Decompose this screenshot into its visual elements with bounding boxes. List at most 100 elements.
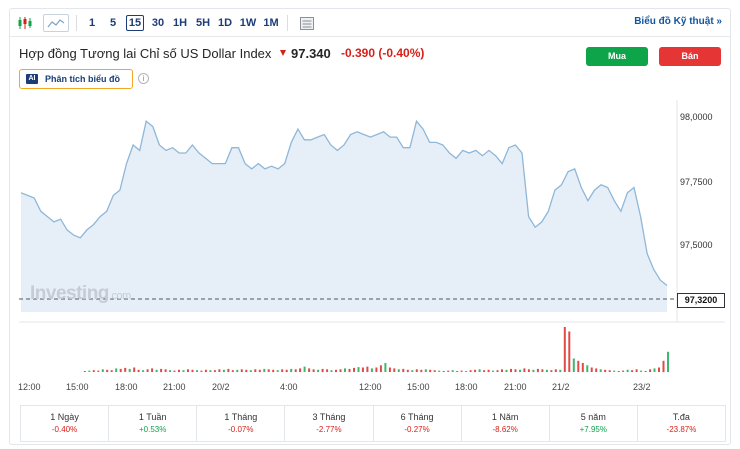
volume-bar: [236, 369, 239, 373]
volume-bar: [348, 368, 351, 373]
perf-value: -8.62%: [492, 425, 518, 434]
perf-6-month[interactable]: 6 Tháng -0.27%: [374, 406, 462, 441]
perf-5-year[interactable]: 5 năm +7.95%: [550, 406, 638, 441]
perf-1-month[interactable]: 1 Tháng -0.07%: [197, 406, 286, 441]
volume-bar: [142, 370, 145, 372]
ai-chart-analysis-button[interactable]: AI Phân tích biểu đồ: [19, 69, 133, 89]
volume-bar: [649, 369, 652, 372]
volume-bar: [249, 370, 252, 372]
perf-value: -0.40%: [51, 425, 78, 434]
perf-1-year[interactable]: 1 Năm -8.62%: [462, 406, 550, 441]
volume-bar: [213, 370, 216, 372]
volume-bar: [586, 365, 589, 373]
perf-1-week[interactable]: 1 Tuần +0.53%: [109, 406, 198, 441]
perf-label: T.đa: [672, 412, 690, 422]
volume-bar: [151, 368, 154, 372]
chart-widget: 1 5 15 30 1H 5H 1D 1W 1M Biểu đồ Kỹ thuậ…: [9, 8, 731, 445]
perf-max[interactable]: T.đa -23.87%: [638, 406, 725, 441]
volume-bar: [501, 369, 503, 372]
volume-bar: [160, 368, 163, 373]
volume-bar: [200, 370, 203, 372]
volume-bar: [361, 367, 364, 372]
perf-label: 6 Tháng: [400, 412, 434, 422]
volume-bar: [433, 370, 436, 372]
last-price-marker: 97,3200: [677, 293, 725, 308]
volume-bar: [357, 367, 360, 373]
price-chart[interactable]: [19, 100, 725, 392]
timeframe-1m[interactable]: 1M: [263, 17, 279, 29]
candlestick-icon[interactable]: [14, 14, 36, 32]
timeframe-1d[interactable]: 1D: [217, 17, 233, 29]
volume-bar: [110, 370, 113, 372]
volume-bar: [402, 368, 405, 373]
timeframe-1w[interactable]: 1W: [239, 17, 257, 29]
timeframe-30[interactable]: 30: [151, 17, 165, 29]
perf-1-day[interactable]: 1 Ngày -0.40%: [21, 406, 110, 441]
timeframe-15[interactable]: 15: [126, 15, 144, 31]
last-price: 97.340: [291, 46, 331, 61]
volume-bar: [662, 360, 665, 373]
x-tick-label: 12:00: [18, 382, 41, 392]
price-line: [20, 119, 668, 287]
volume-bar: [478, 369, 481, 372]
volume-bar: [384, 363, 387, 372]
volume-bar: [438, 370, 441, 372]
volume-bar: [420, 369, 423, 373]
volume-bar: [370, 368, 373, 372]
volume-bar: [510, 368, 512, 373]
volume-bar: [577, 360, 580, 373]
sell-button[interactable]: Bán: [659, 47, 721, 66]
volume-bar: [581, 363, 584, 372]
toolbar-divider: [287, 15, 288, 31]
perf-label: 5 năm: [580, 412, 606, 422]
info-icon[interactable]: i: [138, 73, 149, 84]
perf-value: -0.07%: [228, 425, 254, 434]
perf-value: -23.87%: [666, 425, 697, 434]
timeframe-1h[interactable]: 1H: [172, 17, 188, 29]
x-tick-label: 15:00: [66, 382, 89, 392]
volume-bar: [353, 367, 355, 372]
volume-bar: [173, 370, 176, 372]
volume-bar: [496, 370, 499, 372]
buy-button[interactable]: Mua: [586, 47, 648, 66]
volume-bar: [415, 369, 418, 372]
timeframe-5[interactable]: 5: [109, 17, 117, 29]
price-change: -0.390 (-0.40%): [341, 46, 425, 60]
volume-bar: [572, 358, 575, 372]
volume-bar: [519, 369, 521, 373]
volume-bar: [187, 369, 189, 372]
volume-bar: [536, 368, 539, 373]
volume-bar: [182, 370, 185, 372]
x-tick-label: 23/2: [633, 382, 651, 392]
perf-value: -2.77%: [316, 425, 342, 434]
price-down-icon: [280, 50, 286, 56]
y-tick-label: 97,7500: [680, 177, 713, 187]
technical-chart-link[interactable]: Biểu đồ Kỹ thuật »: [634, 16, 722, 27]
volume-bar: [456, 371, 459, 372]
timeframe-5h[interactable]: 5H: [195, 17, 211, 29]
volume-bar: [164, 369, 167, 372]
perf-3-month[interactable]: 3 Tháng -2.77%: [285, 406, 374, 441]
volume-bar: [133, 367, 136, 372]
volume-bar: [303, 366, 306, 372]
perf-label: 1 Ngày: [50, 412, 79, 422]
x-tick-label: 20/2: [212, 382, 230, 392]
volume-bar: [245, 369, 248, 373]
volume-bar: [465, 371, 468, 372]
volume-bar: [604, 369, 607, 373]
area-chart-icon[interactable]: [43, 14, 69, 32]
volume-bar: [447, 370, 450, 372]
x-tick-label: 18:00: [115, 382, 138, 392]
volume-bar: [541, 369, 544, 372]
timeframe-1[interactable]: 1: [88, 17, 96, 29]
volume-bar: [299, 368, 302, 372]
price-area-fill: [21, 121, 667, 312]
ai-badge-icon: AI: [26, 74, 38, 84]
watermark-suffix: .com: [108, 290, 131, 302]
volume-bar: [523, 368, 526, 372]
volume-bar: [285, 369, 288, 373]
volume-bar: [397, 369, 400, 372]
table-view-icon[interactable]: [296, 14, 318, 32]
volume-bar: [492, 370, 494, 372]
volume-bar: [388, 367, 391, 372]
